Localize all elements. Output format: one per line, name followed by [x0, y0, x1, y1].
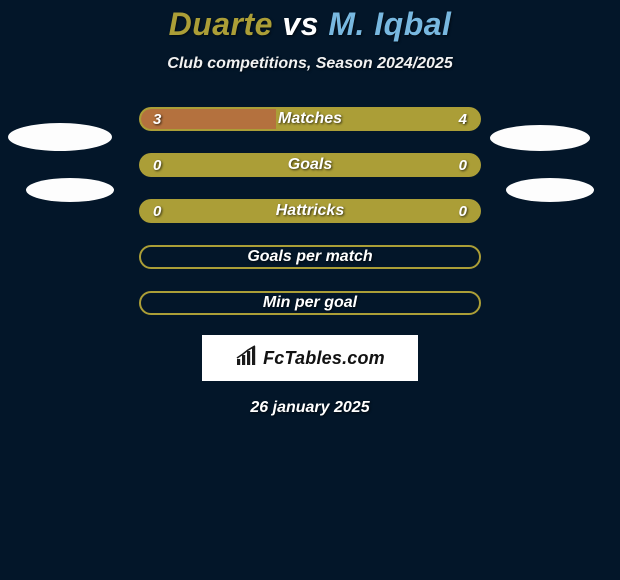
- stat-bar: Goals per match: [139, 245, 481, 269]
- stat-bar: Min per goal: [139, 291, 481, 315]
- stat-bar: 34Matches: [139, 107, 481, 131]
- bar-chart-icon: [235, 345, 259, 372]
- player2-name: M. Iqbal: [328, 6, 451, 42]
- stat-label: Min per goal: [141, 294, 479, 312]
- player1-name: Duarte: [169, 6, 273, 42]
- fctables-logo: FcTables.com: [202, 335, 418, 381]
- stat-value-left: 3: [153, 111, 161, 128]
- stat-label: Hattricks: [141, 202, 479, 220]
- stat-bar: 0 0Goals: [139, 153, 481, 177]
- date-text: 26 january 2025: [0, 399, 620, 417]
- stat-row: 0 0Goals: [0, 153, 620, 177]
- stat-label: Goals: [141, 156, 479, 174]
- stat-value-left: 0: [153, 203, 161, 220]
- stat-value-right: 0: [459, 203, 467, 220]
- stat-row: 34Matches: [0, 107, 620, 131]
- subtitle: Club competitions, Season 2024/2025: [0, 55, 620, 73]
- stat-value-right: 4: [459, 111, 467, 128]
- stat-value-left: 0: [153, 157, 161, 174]
- stat-row: Min per goal: [0, 291, 620, 315]
- stat-label: Goals per match: [141, 248, 479, 266]
- vs-text: vs: [282, 6, 319, 42]
- logo-text: FcTables.com: [263, 348, 385, 369]
- stat-value-right: 0: [459, 157, 467, 174]
- stat-row: Goals per match: [0, 245, 620, 269]
- stat-row: 0 0Hattricks: [0, 199, 620, 223]
- stat-bar: 0 0Hattricks: [139, 199, 481, 223]
- page-title: Duarte vs M. Iqbal: [0, 0, 620, 43]
